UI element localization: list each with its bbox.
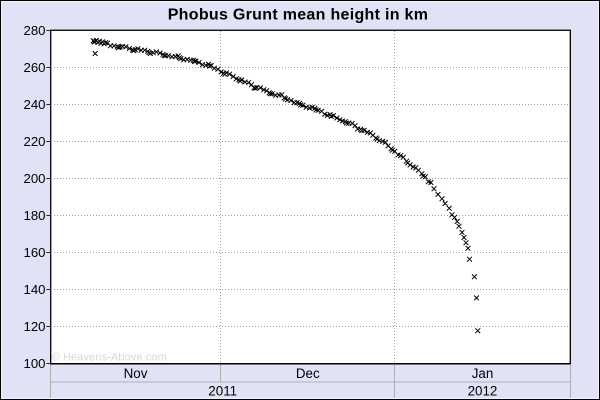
svg-text:220: 220 xyxy=(23,134,45,149)
svg-text:120: 120 xyxy=(23,319,45,334)
svg-text:140: 140 xyxy=(23,282,45,297)
svg-text:280: 280 xyxy=(23,23,45,38)
svg-text:160: 160 xyxy=(23,245,45,260)
svg-text:Dec: Dec xyxy=(296,366,320,381)
svg-text:100: 100 xyxy=(23,356,45,371)
svg-text:© Heavens-Above.com: © Heavens-Above.com xyxy=(52,351,167,363)
svg-text:180: 180 xyxy=(23,208,45,223)
svg-text:2012: 2012 xyxy=(468,384,498,399)
svg-text:Phobus Grunt mean height in km: Phobus Grunt mean height in km xyxy=(168,7,429,24)
svg-text:260: 260 xyxy=(23,60,45,75)
svg-text:Nov: Nov xyxy=(124,366,148,381)
svg-text:Jan: Jan xyxy=(472,366,494,381)
svg-text:2011: 2011 xyxy=(208,384,237,399)
svg-text:240: 240 xyxy=(23,97,45,112)
svg-text:200: 200 xyxy=(23,171,45,186)
